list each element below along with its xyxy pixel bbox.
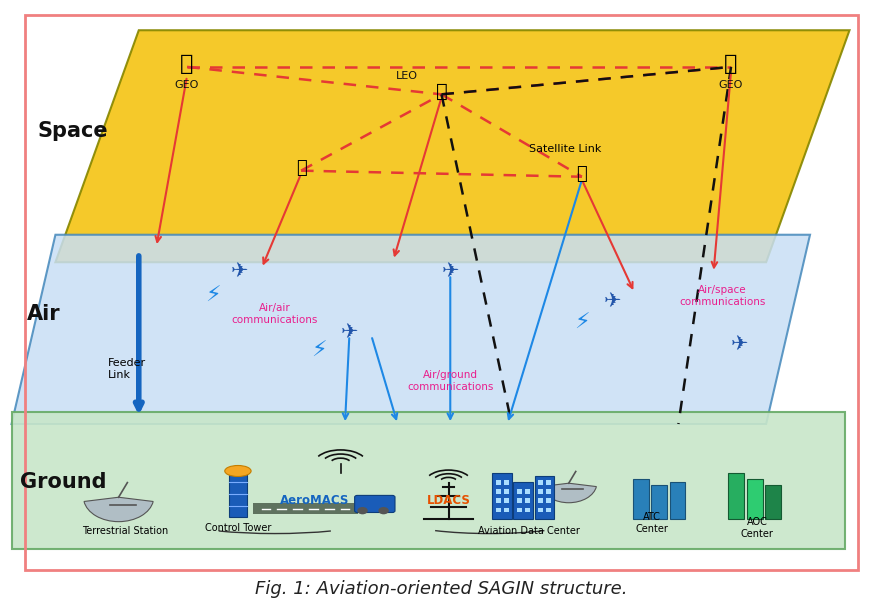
Bar xyxy=(651,485,667,519)
Text: ✈: ✈ xyxy=(604,292,622,312)
Bar xyxy=(766,485,781,519)
Bar xyxy=(546,508,551,513)
Wedge shape xyxy=(84,497,153,522)
Text: AeroMACS: AeroMACS xyxy=(280,494,349,507)
Bar xyxy=(525,508,530,513)
Text: GEO: GEO xyxy=(719,80,743,90)
Text: Control Tower: Control Tower xyxy=(205,523,271,533)
Bar xyxy=(493,473,511,519)
Ellipse shape xyxy=(225,466,251,477)
Bar xyxy=(496,508,502,513)
Text: LDACS: LDACS xyxy=(426,494,471,507)
Text: Air/space
communications: Air/space communications xyxy=(679,285,766,307)
Text: 🛰: 🛰 xyxy=(577,164,587,183)
Bar xyxy=(546,489,551,494)
Text: LEO: LEO xyxy=(396,71,418,81)
Bar xyxy=(253,503,358,514)
Bar xyxy=(504,489,509,494)
Bar xyxy=(504,498,509,503)
FancyBboxPatch shape xyxy=(355,495,395,513)
Text: Air/ground
communications: Air/ground communications xyxy=(407,370,494,392)
Text: ✈: ✈ xyxy=(341,322,358,342)
Text: ⚡: ⚡ xyxy=(206,286,221,306)
Bar xyxy=(538,508,543,513)
Bar xyxy=(496,498,502,503)
Text: GEO: GEO xyxy=(175,80,200,90)
Bar xyxy=(669,482,685,519)
Text: ✈: ✈ xyxy=(231,261,248,282)
Text: Fig. 1: Aviation-oriented SAGIN structure.: Fig. 1: Aviation-oriented SAGIN structur… xyxy=(255,580,628,598)
Bar xyxy=(504,480,509,485)
Text: ✈: ✈ xyxy=(442,261,459,282)
Text: 🛰: 🛰 xyxy=(435,82,448,101)
Polygon shape xyxy=(56,30,849,262)
Bar xyxy=(633,479,649,519)
Text: Terrestrial Station: Terrestrial Station xyxy=(82,526,169,536)
Bar xyxy=(496,489,502,494)
Bar xyxy=(517,489,522,494)
Text: 🛰: 🛰 xyxy=(296,158,306,177)
Bar xyxy=(230,471,246,517)
Text: AOC
Center: AOC Center xyxy=(741,517,774,538)
Polygon shape xyxy=(11,235,810,424)
Bar xyxy=(534,476,554,519)
Text: Feeder
Link: Feeder Link xyxy=(108,359,147,380)
Text: Air: Air xyxy=(27,304,61,324)
Text: Satellite Link: Satellite Link xyxy=(529,144,601,154)
Circle shape xyxy=(378,507,389,514)
Wedge shape xyxy=(541,483,596,503)
Text: ⚡: ⚡ xyxy=(311,341,327,361)
Bar xyxy=(513,482,532,519)
Bar xyxy=(525,489,530,494)
Circle shape xyxy=(358,507,368,514)
Bar xyxy=(504,508,509,513)
Text: Air/air
communications: Air/air communications xyxy=(231,303,318,325)
Text: Ground: Ground xyxy=(20,472,107,492)
Text: ATC
Center: ATC Center xyxy=(636,512,668,533)
Bar xyxy=(517,508,522,513)
Polygon shape xyxy=(11,411,845,549)
Bar xyxy=(525,498,530,503)
Text: 🛰: 🛰 xyxy=(180,54,193,74)
Bar xyxy=(728,473,744,519)
Bar xyxy=(747,479,763,519)
Text: 🛰: 🛰 xyxy=(724,54,737,74)
Text: Space: Space xyxy=(38,121,109,141)
Text: Aviation Data Center: Aviation Data Center xyxy=(479,526,580,536)
Bar xyxy=(496,480,502,485)
Bar xyxy=(517,498,522,503)
Text: ✈: ✈ xyxy=(731,334,749,355)
Bar xyxy=(546,498,551,503)
Text: ⚡: ⚡ xyxy=(574,314,590,333)
Bar xyxy=(538,480,543,485)
Bar xyxy=(538,489,543,494)
Bar xyxy=(538,498,543,503)
Bar xyxy=(546,480,551,485)
